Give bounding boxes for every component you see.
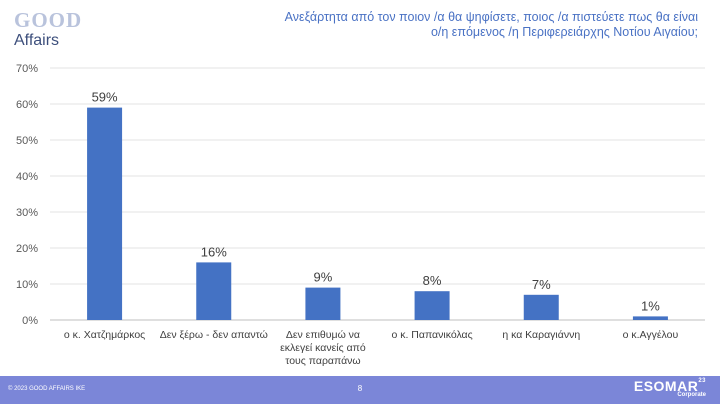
esomar-sup: 23 <box>698 378 706 384</box>
data-label: 16% <box>201 244 227 259</box>
bar-chart: 0% 10% 20% 30% 40% 50% 60% 70% 59% ο κ. Χατζημάρκ… <box>16 63 705 367</box>
x-tick-label: ο κ. Παπανικόλας <box>391 329 472 341</box>
y-tick-label: 30% <box>16 207 38 219</box>
bar <box>523 294 559 320</box>
footer-bar: © 2023 GOOD AFFAIRS IKE 8 ESOMAR23 Corpo… <box>0 376 720 404</box>
esomar-logo: ESOMAR23 Corporate <box>634 378 706 398</box>
y-tick-label: 70% <box>16 63 38 75</box>
x-tick-label: η κα Καραγιάννη <box>502 329 580 341</box>
bar <box>414 291 450 320</box>
bar <box>87 107 123 320</box>
page-number: 8 <box>357 384 363 393</box>
data-label: 59% <box>92 90 118 105</box>
x-tick-label: ο κ. Χατζημάρκος <box>64 329 145 341</box>
footer-copyright: © 2023 GOOD AFFAIRS IKE <box>8 386 86 392</box>
bar <box>196 262 232 320</box>
x-tick-label: Δεν ξέρω - δεν απαντώ <box>160 329 268 341</box>
y-tick-label: 60% <box>16 99 38 111</box>
x-tick-label: Δεν επιθυμώ να εκλεγεί κανείς από τους παρ… <box>280 329 366 367</box>
y-tick-label: 50% <box>16 135 38 147</box>
y-tick-label: 0% <box>22 315 38 327</box>
bar <box>632 316 668 320</box>
survey-question: Ανεξάρτητα από τον ποιον /α θα ψηφίσετε,… <box>284 10 698 39</box>
esomar-corporate: Corporate <box>677 392 706 398</box>
bar <box>305 287 341 320</box>
good-affairs-logo: GOOD Affairs <box>14 8 124 52</box>
logo-good-text: GOOD <box>14 8 83 32</box>
data-label: 9% <box>314 270 333 285</box>
y-tick-label: 20% <box>16 243 38 255</box>
data-label: 1% <box>641 298 660 313</box>
logo-affairs-text: Affairs <box>14 32 60 49</box>
data-label: 7% <box>532 277 551 292</box>
data-label: 8% <box>423 273 442 288</box>
esomar-name: ESOMAR <box>633 378 699 394</box>
x-tick-label: ο κ.Αγγέλου <box>623 329 679 341</box>
y-tick-label: 10% <box>16 279 38 291</box>
y-tick-label: 40% <box>16 171 38 183</box>
